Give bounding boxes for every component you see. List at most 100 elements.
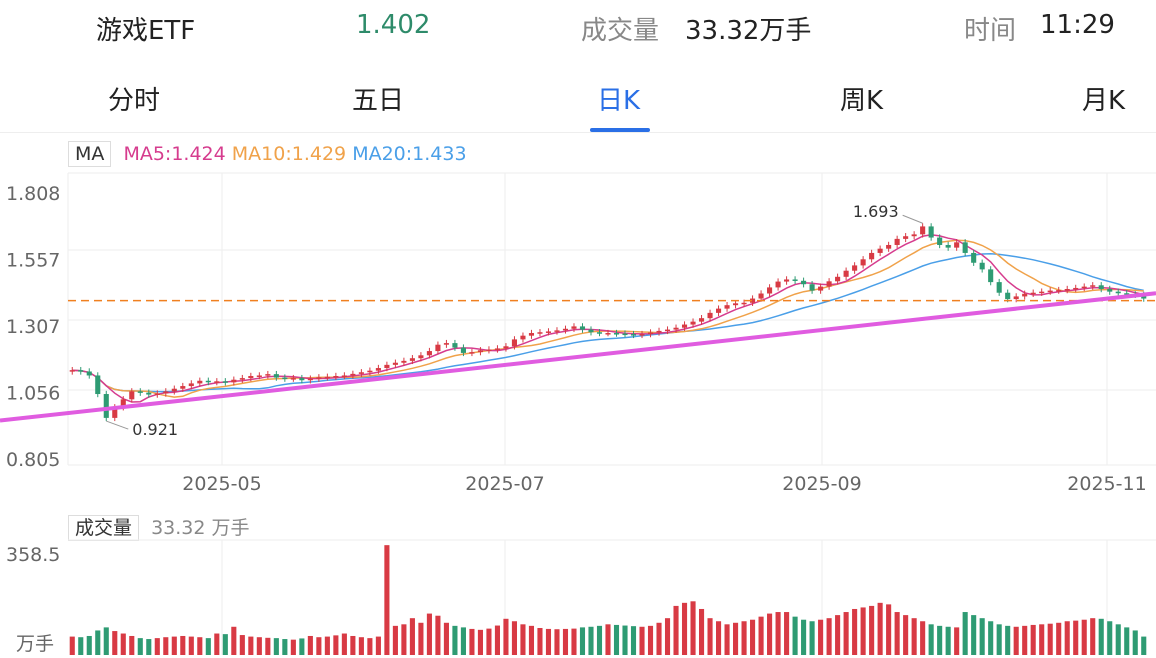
volume-bar <box>384 545 390 655</box>
candle-body <box>503 346 509 349</box>
candle <box>775 278 781 291</box>
candle <box>69 366 75 375</box>
candle <box>724 301 730 312</box>
y-tick-label: 1.557 <box>6 250 60 272</box>
candle-body <box>299 378 305 381</box>
grid-lines <box>67 172 1156 655</box>
candle <box>358 369 364 378</box>
volume-bar <box>231 626 237 655</box>
candle-body <box>222 381 228 383</box>
volume-bar <box>818 619 824 655</box>
low-annotation-leader <box>106 420 129 430</box>
candle <box>239 374 245 383</box>
candle-body <box>792 279 798 281</box>
candle-body <box>1107 289 1113 292</box>
candle-body <box>375 368 381 371</box>
candle-body <box>324 376 330 379</box>
candle-body <box>197 380 203 384</box>
volume-value: 33.32万手 <box>685 16 812 46</box>
volume-bar <box>69 636 75 655</box>
candle-body <box>69 370 75 372</box>
candle <box>767 284 773 297</box>
volume-bar <box>520 624 526 655</box>
x-axis-ticks: 2025-05 2025-07 2025-09 2025-11 <box>182 473 1146 495</box>
volume-bar <box>579 627 586 655</box>
ma-legend-label[interactable]: MA <box>68 141 112 167</box>
candle <box>78 366 84 375</box>
candle-body <box>78 370 84 372</box>
volume-bar <box>222 634 228 655</box>
candle-body <box>928 226 934 238</box>
volume-bar <box>681 602 688 655</box>
candle-body <box>273 374 279 378</box>
candle-body <box>630 334 637 336</box>
volume-legend-label[interactable]: 成交量 <box>68 515 140 541</box>
candle-body <box>579 326 586 330</box>
candle-body <box>1056 290 1062 292</box>
candle-body <box>741 302 747 305</box>
candle <box>316 374 322 382</box>
candle-body <box>707 312 713 319</box>
candle-body <box>282 377 288 380</box>
candle <box>477 347 483 356</box>
candle <box>503 343 509 352</box>
candle-body <box>112 407 118 418</box>
volume-bar <box>248 636 254 655</box>
volume-bar <box>588 626 594 655</box>
candle-body <box>1013 296 1019 300</box>
candle-body <box>698 318 705 322</box>
tab-daily-k[interactable]: 日K <box>597 86 641 116</box>
volume-bar <box>197 637 203 655</box>
volume-bar <box>903 615 909 655</box>
candle-body <box>716 308 722 313</box>
candle-body <box>937 237 943 245</box>
candle <box>571 323 577 332</box>
candle-body <box>290 378 296 380</box>
candle-body <box>477 350 483 353</box>
volume-bar <box>256 637 262 655</box>
candle-body <box>860 259 866 266</box>
candle-body <box>656 330 662 333</box>
candle <box>375 364 381 374</box>
candle-body <box>622 333 628 336</box>
candle-body <box>341 375 347 377</box>
volume-bar <box>630 626 637 655</box>
volume-bar <box>750 619 756 655</box>
volume-bar <box>613 624 620 655</box>
time-label: 时间 <box>964 16 1017 46</box>
volume-bar <box>954 627 960 655</box>
volume-bar <box>443 622 449 655</box>
tab-intraday[interactable]: 分时 <box>108 86 161 116</box>
candle <box>214 378 220 386</box>
volume-bar <box>154 638 160 655</box>
candle-body <box>554 330 560 332</box>
volume-bars <box>69 545 1147 655</box>
candle-body <box>647 332 654 335</box>
candle <box>265 370 271 379</box>
candle <box>367 367 373 376</box>
ma10-value: MA10:1.429 <box>231 143 347 165</box>
candle-body <box>469 352 475 354</box>
volume-bar <box>690 601 696 655</box>
candle <box>928 223 934 241</box>
tab-weekly-k[interactable]: 周K <box>840 86 884 116</box>
candle-body <box>988 269 994 283</box>
tab-five-day[interactable]: 五日 <box>352 86 405 116</box>
volume-bar <box>1064 621 1070 655</box>
candle-body <box>920 226 926 235</box>
candle <box>894 235 900 249</box>
candle <box>673 324 679 333</box>
tab-monthly-k[interactable]: 月K <box>1082 86 1126 116</box>
candle <box>324 373 330 381</box>
candle-body <box>605 333 611 335</box>
candle-body <box>1124 293 1130 295</box>
candle <box>401 357 407 366</box>
candle-body <box>903 236 909 239</box>
candle <box>350 370 356 379</box>
candle-body <box>894 238 900 245</box>
candle <box>1081 283 1087 292</box>
candle <box>511 336 518 350</box>
candle-body <box>962 242 968 253</box>
low-annotation: 0.921 <box>132 420 178 439</box>
